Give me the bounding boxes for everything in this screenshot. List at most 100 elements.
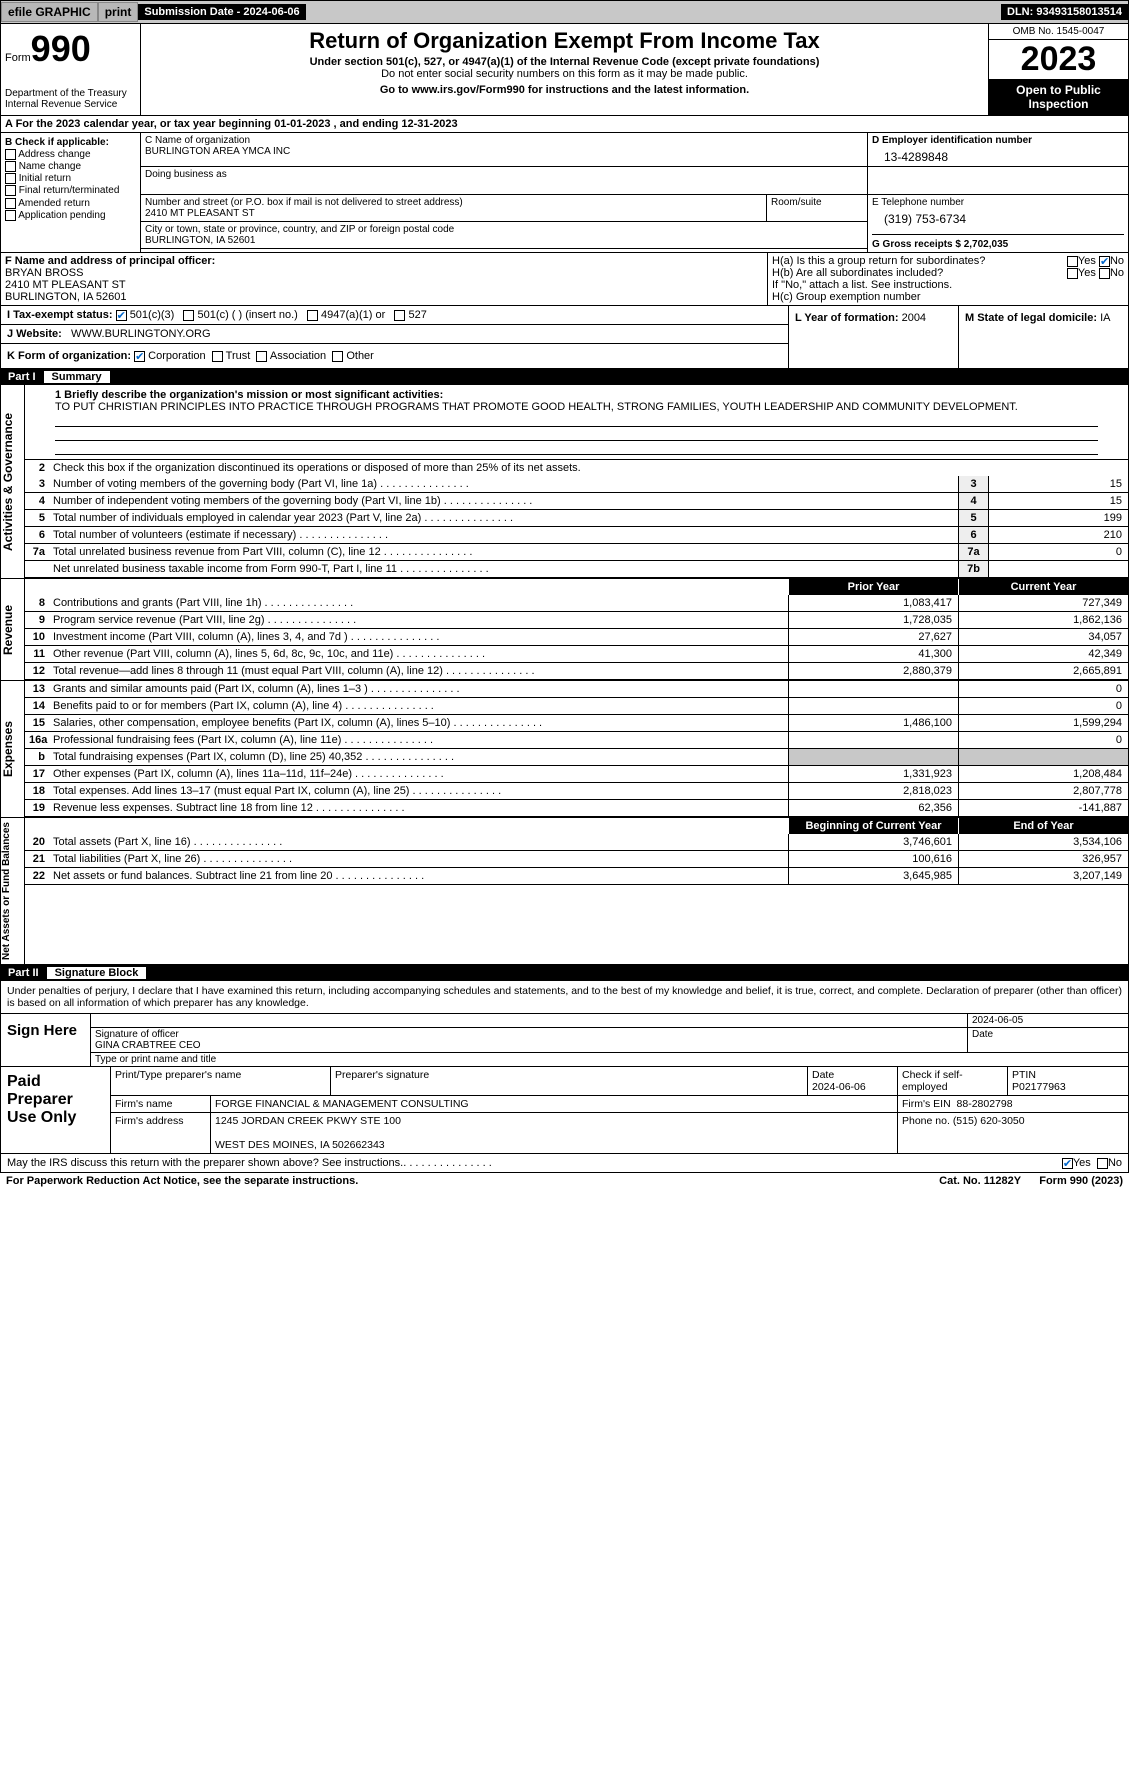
dba-box: Doing business as: [141, 167, 868, 195]
summary-line-15: 15Salaries, other compensation, employee…: [25, 715, 1128, 732]
mission-text: TO PUT CHRISTIAN PRINCIPLES INTO PRACTIC…: [55, 401, 1098, 413]
firm-phone: Phone no. (515) 620-3050: [898, 1113, 1128, 1153]
summary-line-4: 4Number of independent voting members of…: [25, 493, 1128, 510]
prep-sig-label: Preparer's signature: [331, 1067, 808, 1095]
row-ijklm: I Tax-exempt status: 501(c)(3) 501(c) ( …: [0, 306, 1129, 369]
dept-treasury: Department of the Treasury Internal Reve…: [5, 88, 136, 110]
goto-link[interactable]: Go to www.irs.gov/Form990 for instructio…: [149, 84, 980, 96]
chk-trust[interactable]: [212, 351, 223, 362]
chk-501c3[interactable]: [116, 310, 127, 321]
title-cell: Return of Organization Exempt From Incom…: [141, 24, 988, 115]
year-cell: OMB No. 1545-0047 2023 Open to Public In…: [988, 24, 1128, 115]
paperwork-notice: For Paperwork Reduction Act Notice, see …: [6, 1175, 358, 1187]
vtab-revenue: Revenue: [1, 579, 25, 680]
form-header: Form990 Department of the Treasury Inter…: [0, 24, 1129, 116]
expenses-section: Expenses 13Grants and similar amounts pa…: [0, 681, 1129, 818]
firm-name: FORGE FINANCIAL & MANAGEMENT CONSULTING: [211, 1096, 898, 1112]
chk-final-return[interactable]: Final return/terminated: [5, 185, 136, 196]
tax-year: 2023: [989, 40, 1128, 79]
city-label: City or town, state or province, country…: [145, 224, 863, 235]
summary-line-13: 13Grants and similar amounts paid (Part …: [25, 681, 1128, 698]
summary-line-9: 9Program service revenue (Part VIII, lin…: [25, 612, 1128, 629]
form-word: Form: [5, 52, 31, 64]
summary-line-16a: 16aProfessional fundraising fees (Part I…: [25, 732, 1128, 749]
box-m: M State of legal domicile: IA: [959, 306, 1128, 368]
box-b: B Check if applicable: Address change Na…: [1, 133, 141, 252]
chk-501c[interactable]: [183, 310, 194, 321]
activities-governance: Activities & Governance 1 Briefly descri…: [0, 385, 1129, 579]
sig-date-1: 2024-06-05: [968, 1014, 1128, 1027]
box-e-label: E Telephone number: [872, 197, 1124, 208]
box-j: J Website: WWW.BURLINGTONY.ORG: [1, 325, 788, 344]
top-bar: efile GRAPHIC print Submission Date - 20…: [0, 0, 1129, 24]
chk-other[interactable]: [332, 351, 343, 362]
section-bcdeg: B Check if applicable: Address change Na…: [0, 133, 1129, 253]
chk-corp[interactable]: [134, 351, 145, 362]
irs-discuss-text: May the IRS discuss this return with the…: [7, 1157, 403, 1169]
col-current-year: Current Year: [958, 579, 1128, 595]
street-label: Number and street (or P.O. box if mail i…: [145, 197, 762, 208]
officer-name: BRYAN BROSS: [5, 267, 763, 279]
omb-number: OMB No. 1545-0047: [989, 24, 1128, 40]
chk-address-change[interactable]: Address change: [5, 149, 136, 160]
address-box: Number and street (or P.O. box if mail i…: [141, 195, 868, 252]
line-2: 2 Check this box if the organization dis…: [25, 460, 1128, 476]
summary-line-5: 5Total number of individuals employed in…: [25, 510, 1128, 527]
revenue-col-header: Prior Year Current Year: [25, 579, 1128, 595]
chk-4947[interactable]: [307, 310, 318, 321]
city-box: City or town, state or province, country…: [141, 222, 867, 249]
h-b: H(b) Are all subordinates included?Yes N…: [772, 267, 1124, 279]
page-footer: For Paperwork Reduction Act Notice, see …: [0, 1173, 1129, 1189]
chk-application-pending[interactable]: Application pending: [5, 210, 136, 221]
date-label: Date: [968, 1028, 1128, 1052]
street-box: Number and street (or P.O. box if mail i…: [141, 195, 767, 221]
check-self-employed[interactable]: Check if self-employed: [898, 1067, 1008, 1095]
phone: (319) 753-6734: [872, 208, 1124, 234]
chk-amended-return[interactable]: Amended return: [5, 198, 136, 209]
chk-assoc[interactable]: [256, 351, 267, 362]
chk-irs-no[interactable]: [1097, 1158, 1108, 1169]
paid-preparer-label: Paid Preparer Use Only: [1, 1067, 111, 1153]
summary-line-12: 12Total revenue—add lines 8 through 11 (…: [25, 663, 1128, 680]
summary-line-8: 8Contributions and grants (Part VIII, li…: [25, 595, 1128, 612]
form-footer: Form 990 (2023): [1039, 1175, 1123, 1187]
ein: 13-4289848: [872, 146, 1124, 164]
na-col-header: Beginning of Current Year End of Year: [25, 818, 1128, 834]
dln: DLN: 93493158013514: [1001, 4, 1128, 20]
chk-name-change[interactable]: Name change: [5, 161, 136, 172]
summary-line-11: 11Other revenue (Part VIII, column (A), …: [25, 646, 1128, 663]
box-i: I Tax-exempt status: 501(c)(3) 501(c) ( …: [1, 306, 788, 325]
summary-line-7a: 7aTotal unrelated business revenue from …: [25, 544, 1128, 561]
revenue-section: Revenue Prior Year Current Year 8Contrib…: [0, 579, 1129, 681]
chk-irs-yes[interactable]: [1062, 1158, 1073, 1169]
col-cdefg: C Name of organization BURLINGTON AREA Y…: [141, 133, 1128, 252]
chk-527[interactable]: [394, 310, 405, 321]
print-button[interactable]: print: [98, 2, 139, 22]
part-2-num: Part II: [8, 967, 47, 979]
cat-no: Cat. No. 11282Y: [939, 1175, 1021, 1187]
summary-line-17: 17Other expenses (Part IX, column (A), l…: [25, 766, 1128, 783]
submission-date: Submission Date - 2024-06-06: [138, 4, 305, 20]
box-f: F Name and address of principal officer:…: [1, 253, 768, 305]
ptin: PTINP02177963: [1008, 1067, 1128, 1095]
summary-line-7b: Net unrelated business taxable income fr…: [25, 561, 1128, 578]
summary-line-21: 21Total liabilities (Part X, line 26)100…: [25, 851, 1128, 868]
summary-line-18: 18Total expenses. Add lines 13–17 (must …: [25, 783, 1128, 800]
box-g: G Gross receipts $ 2,702,035: [872, 234, 1124, 250]
firm-ein: Firm's EIN 88-2802798: [898, 1096, 1128, 1112]
prep-name-label: Print/Type preparer's name: [111, 1067, 331, 1095]
col-end: End of Year: [958, 818, 1128, 834]
paid-preparer-row: Paid Preparer Use Only Print/Type prepar…: [1, 1066, 1128, 1153]
box-h: H(a) Is this a group return for subordin…: [768, 253, 1128, 305]
h-b2: If "No," attach a list. See instructions…: [772, 279, 1124, 291]
sign-here-label: Sign Here: [1, 1014, 91, 1066]
firm-name-label: Firm's name: [111, 1096, 211, 1112]
part-1-num: Part I: [8, 371, 44, 383]
website-link[interactable]: WWW.BURLINGTONY.ORG: [71, 328, 211, 340]
box-b-header: B Check if applicable:: [5, 137, 136, 148]
box-c-label: C Name of organization: [145, 135, 863, 146]
officer-city: BURLINGTON, IA 52601: [5, 291, 763, 303]
chk-initial-return[interactable]: Initial return: [5, 173, 136, 184]
box-c: C Name of organization BURLINGTON AREA Y…: [141, 133, 868, 167]
efile-graphic-button[interactable]: efile GRAPHIC: [1, 2, 98, 22]
